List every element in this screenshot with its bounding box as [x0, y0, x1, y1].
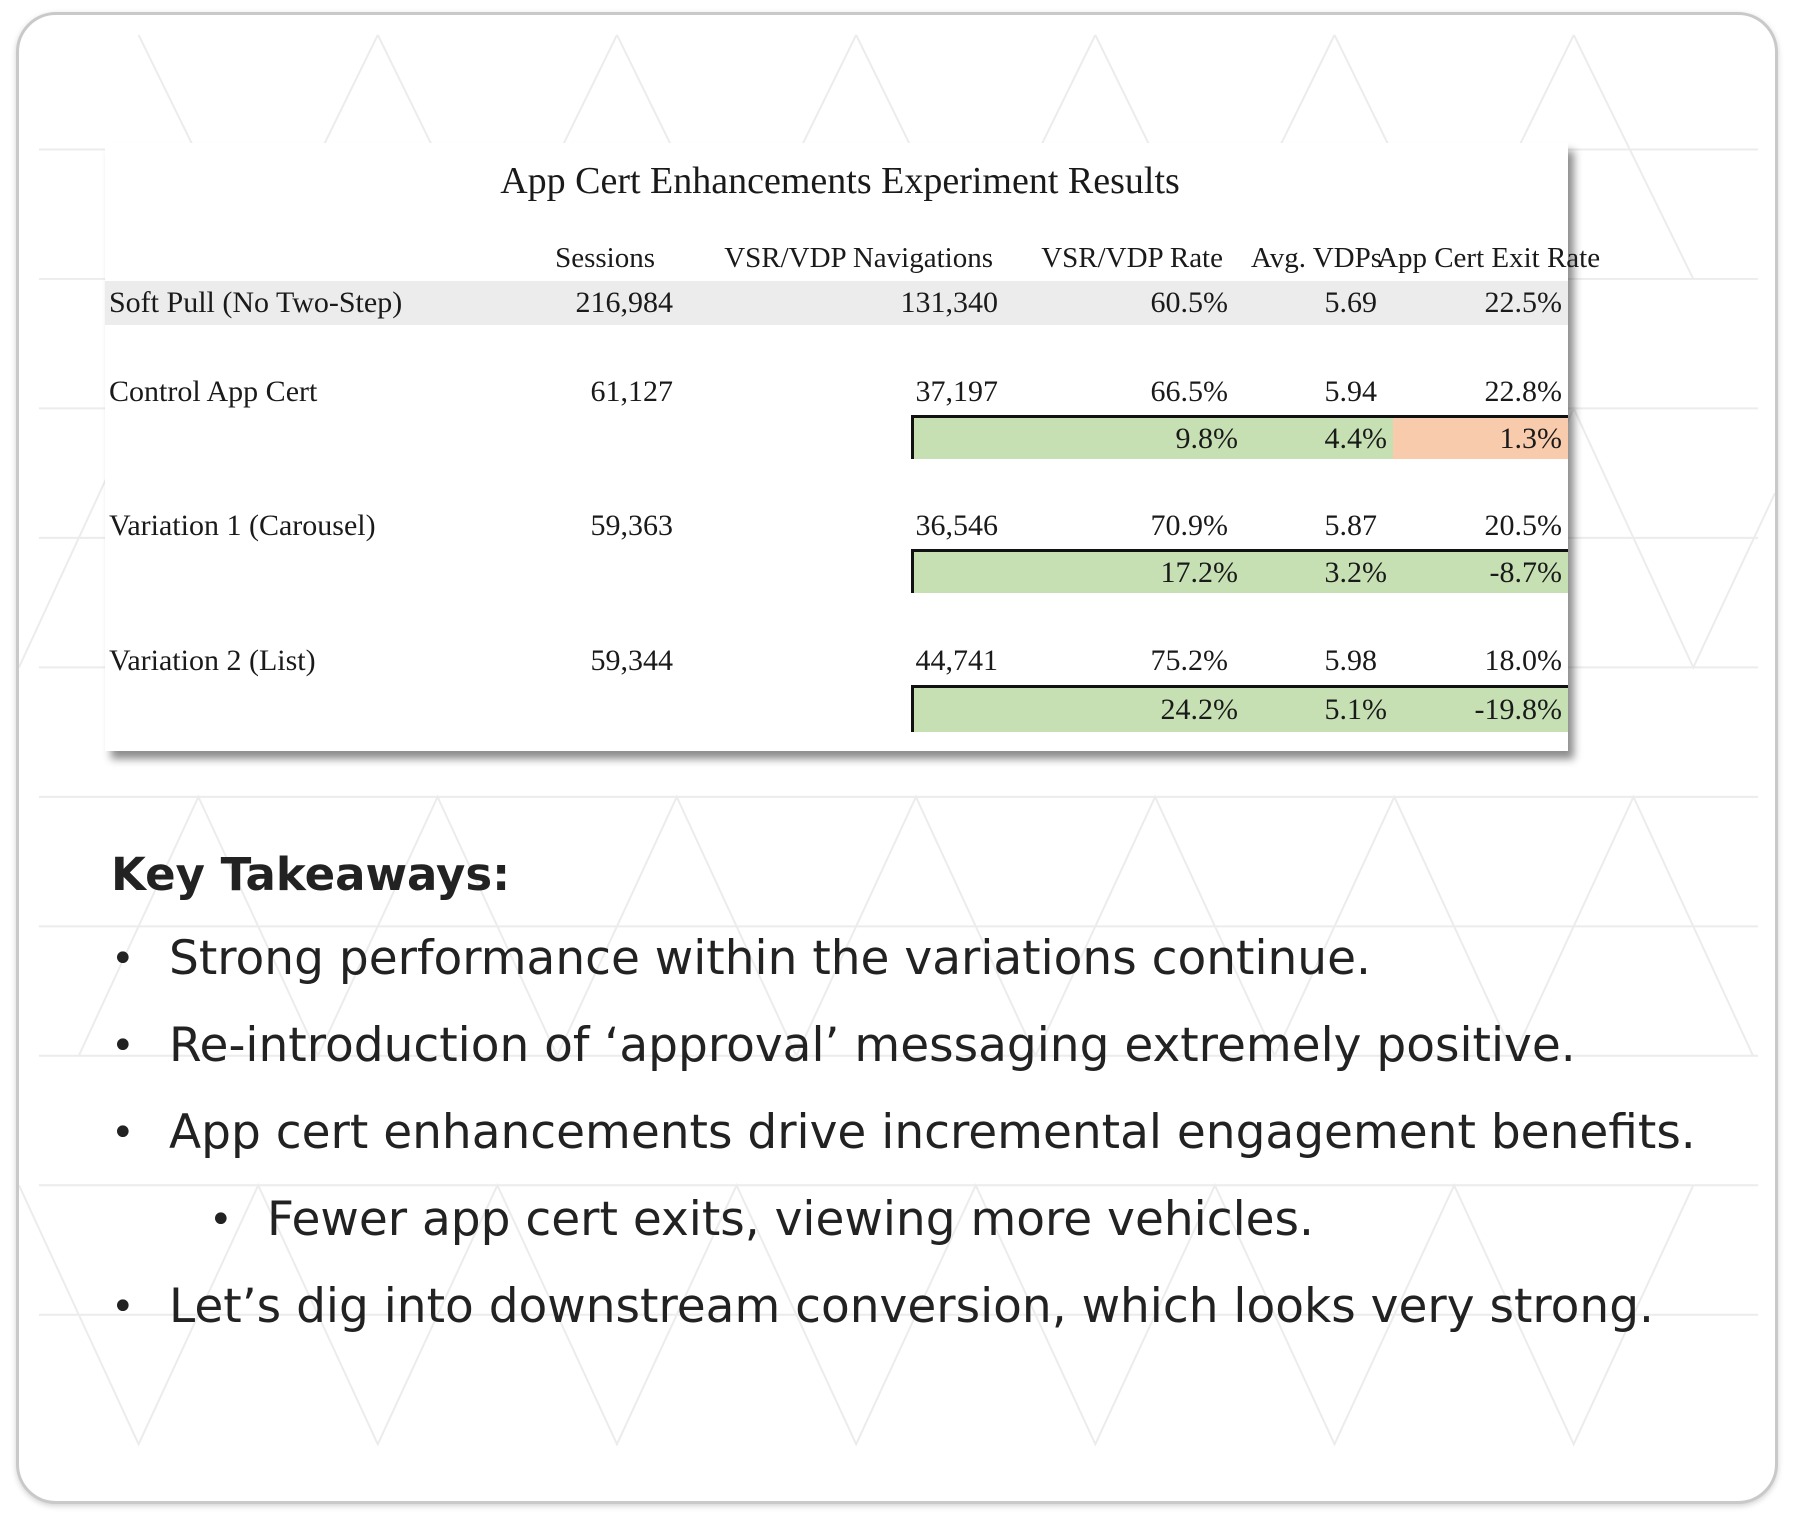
cell-sessions: 59,363	[590, 509, 674, 542]
takeaways-title: Key Takeaways:	[111, 848, 511, 901]
bullet-icon: •	[111, 1284, 135, 1330]
cell-rate: 60.5%	[1150, 286, 1229, 319]
cell-rate: 75.2%	[1150, 644, 1229, 677]
row-label: Variation 2 (List)	[109, 644, 316, 677]
bullet-icon: •	[111, 1110, 135, 1156]
takeaway-item: Strong performance within the variations…	[169, 931, 1371, 986]
delta-exit-rate: -8.7%	[1393, 552, 1568, 593]
table-row: Variation 2 (List) 59,344 44,741 75.2% 5…	[105, 639, 1568, 683]
cell-navigations: 44,741	[915, 644, 999, 677]
row-label: Soft Pull (No Two-Step)	[109, 286, 403, 319]
table-row: Soft Pull (No Two-Step) 216,984 131,340 …	[105, 281, 1568, 325]
takeaway-item: Let’s dig into downstream conversion, wh…	[169, 1279, 1654, 1334]
table-header-row: Sessions VSR/VDP Navigations VSR/VDP Rat…	[105, 236, 1601, 280]
takeaway-item: Re-introduction of ‘approval’ messaging …	[169, 1018, 1576, 1073]
delta-row: 17.2% 3.2% -8.7%	[911, 549, 1568, 593]
cell-vdps: 5.98	[1324, 644, 1378, 677]
cell-navigations: 131,340	[900, 286, 999, 319]
cell-exit-rate: 22.8%	[1484, 375, 1563, 408]
table-title: App Cert Enhancements Experiment Results	[500, 160, 1180, 202]
delta-exit-rate: 1.3%	[1393, 418, 1568, 459]
table-row: Variation 1 (Carousel) 59,363 36,546 70.…	[105, 504, 1568, 548]
delta-vdps: 4.4%	[1244, 418, 1393, 459]
cell-sessions: 59,344	[590, 644, 674, 677]
delta-row: 24.2% 5.1% -19.8%	[911, 685, 1568, 732]
row-label: Control App Cert	[109, 375, 318, 408]
bullet-icon: •	[209, 1197, 233, 1243]
slide: App Cert Enhancements Experiment Results…	[16, 12, 1778, 1504]
cell-exit-rate: 18.0%	[1484, 644, 1563, 677]
header-navigations: VSR/VDP Navigations	[724, 242, 993, 274]
cell-navigations: 36,546	[915, 509, 999, 542]
header-sessions: Sessions	[555, 242, 655, 274]
delta-exit-rate: -19.8%	[1393, 688, 1568, 732]
row-label: Variation 1 (Carousel)	[109, 509, 376, 542]
delta-vdps: 3.2%	[1244, 552, 1393, 593]
bullet-icon: •	[111, 1023, 135, 1069]
cell-exit-rate: 22.5%	[1484, 286, 1563, 319]
cell-sessions: 216,984	[575, 286, 674, 319]
results-table-card: App Cert Enhancements Experiment Results…	[105, 143, 1601, 751]
delta-rate: 9.8%	[914, 418, 1244, 459]
delta-vdps: 5.1%	[1244, 688, 1393, 732]
cell-sessions: 61,127	[590, 375, 674, 408]
table-row: Control App Cert 61,127 37,197 66.5% 5.9…	[105, 370, 1568, 414]
delta-rate: 24.2%	[914, 688, 1244, 732]
cell-rate: 70.9%	[1150, 509, 1229, 542]
delta-rate: 17.2%	[914, 552, 1244, 593]
cell-vdps: 5.94	[1324, 375, 1378, 408]
header-exit-rate: App Cert Exit Rate	[1377, 242, 1601, 274]
cell-vdps: 5.69	[1324, 286, 1378, 319]
cell-vdps: 5.87	[1324, 509, 1378, 542]
cell-navigations: 37,197	[915, 375, 999, 408]
takeaway-item: App cert enhancements drive incremental …	[169, 1105, 1696, 1160]
takeaway-subitem: Fewer app cert exits, viewing more vehic…	[267, 1192, 1314, 1247]
bullet-icon: •	[111, 936, 135, 982]
cell-rate: 66.5%	[1150, 375, 1229, 408]
header-vdps: Avg. VDPs	[1250, 242, 1382, 274]
delta-row: 9.8% 4.4% 1.3%	[911, 415, 1568, 459]
header-rate: VSR/VDP Rate	[1041, 242, 1223, 274]
cell-exit-rate: 20.5%	[1484, 509, 1563, 542]
